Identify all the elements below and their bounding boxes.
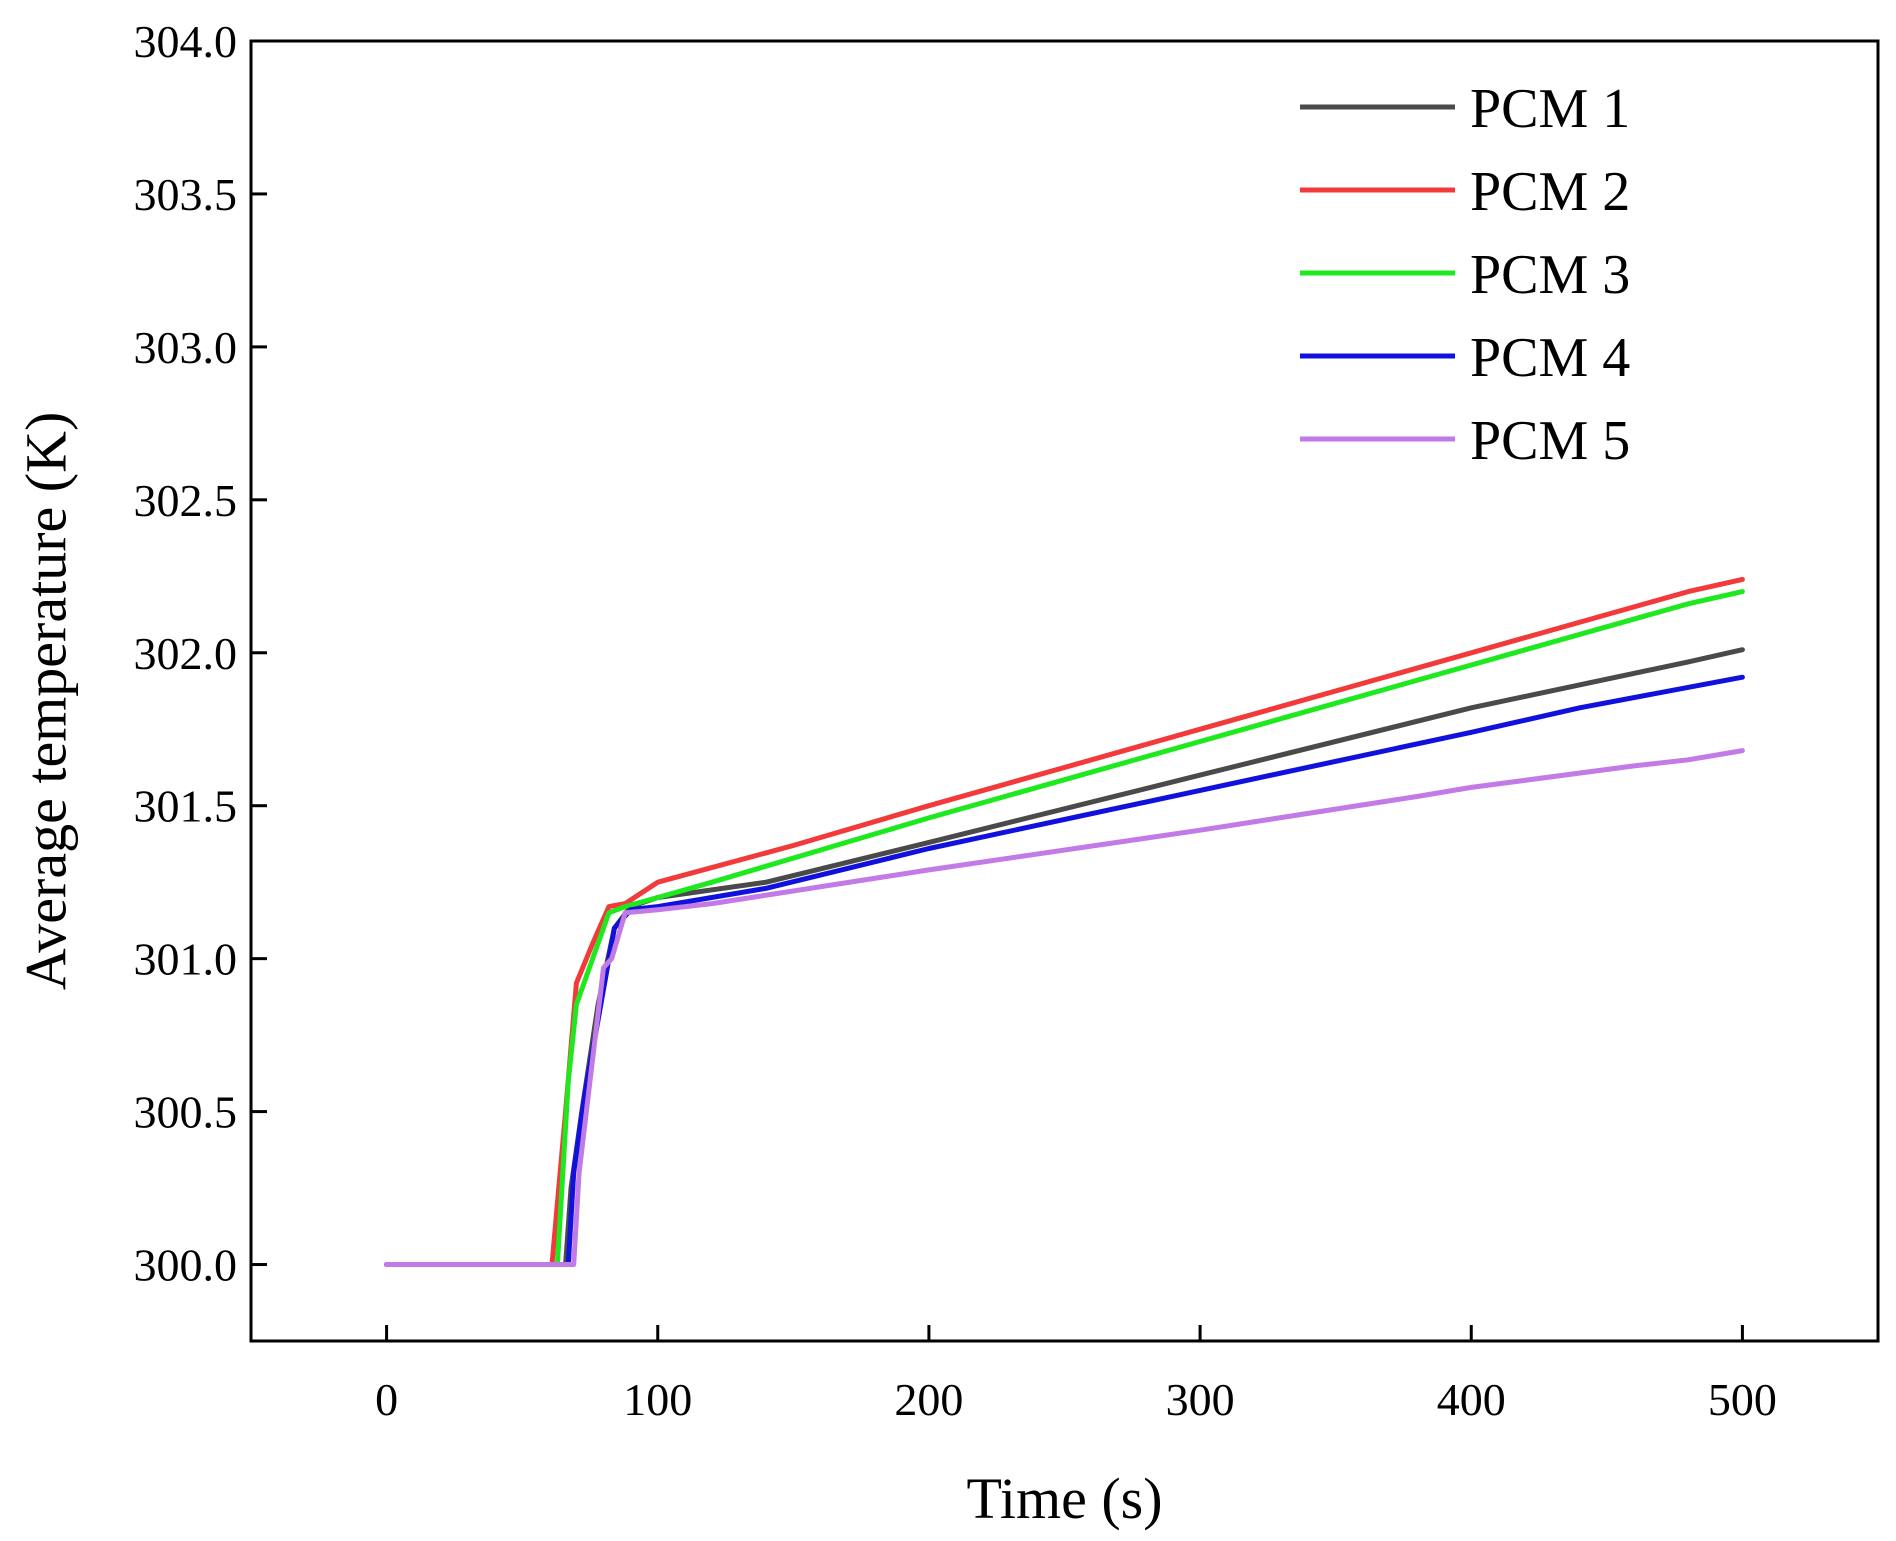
x-tick-label: 500 xyxy=(1708,1374,1777,1425)
y-tick-label: 304.0 xyxy=(134,16,238,67)
y-tick-label: 302.0 xyxy=(134,628,238,679)
y-axis-title: Average temperature (K) xyxy=(13,412,78,991)
series-line-pcm-4 xyxy=(384,674,1745,1267)
y-tick-label: 303.0 xyxy=(134,322,238,373)
y-tick-label: 300.0 xyxy=(134,1240,238,1291)
y-tick-label: 301.0 xyxy=(134,934,238,985)
x-tick-label: 400 xyxy=(1437,1374,1506,1425)
legend-label-pcm-5: PCM 5 xyxy=(1470,410,1630,472)
y-tick-label: 300.5 xyxy=(134,1087,238,1138)
x-tick-label: 300 xyxy=(1166,1374,1235,1425)
y-tick-label: 302.5 xyxy=(134,475,238,526)
x-tick-label: 100 xyxy=(623,1374,692,1425)
series-layer xyxy=(384,576,1745,1267)
y-tick-label: 301.5 xyxy=(134,781,238,832)
x-tick-label: 200 xyxy=(894,1374,963,1425)
tick-layer xyxy=(251,39,1744,1341)
x-axis-title: Time (s) xyxy=(966,1466,1162,1531)
legend-label-pcm-2: PCM 2 xyxy=(1470,161,1630,223)
legend-label-pcm-4: PCM 4 xyxy=(1470,327,1630,389)
series-line-pcm-1 xyxy=(384,647,1745,1267)
legend-label-pcm-1: PCM 1 xyxy=(1470,78,1630,140)
x-tick-label: 0 xyxy=(375,1374,398,1425)
legend: PCM 1 PCM 2 PCM 3 PCM 4 PCM 5 xyxy=(1300,78,1630,472)
y-tick-label: 303.5 xyxy=(134,169,238,220)
tick-label-layer: 0 100 200 300 400 500 300.0 300.5 301.0 301.5 302.… xyxy=(134,16,1777,1425)
series-line-pcm-2 xyxy=(384,576,1745,1267)
series-line-pcm-5 xyxy=(384,748,1745,1267)
plot-frame xyxy=(249,39,1880,1343)
series-line-pcm-3 xyxy=(384,589,1745,1267)
legend-label-pcm-3: PCM 3 xyxy=(1470,244,1630,306)
